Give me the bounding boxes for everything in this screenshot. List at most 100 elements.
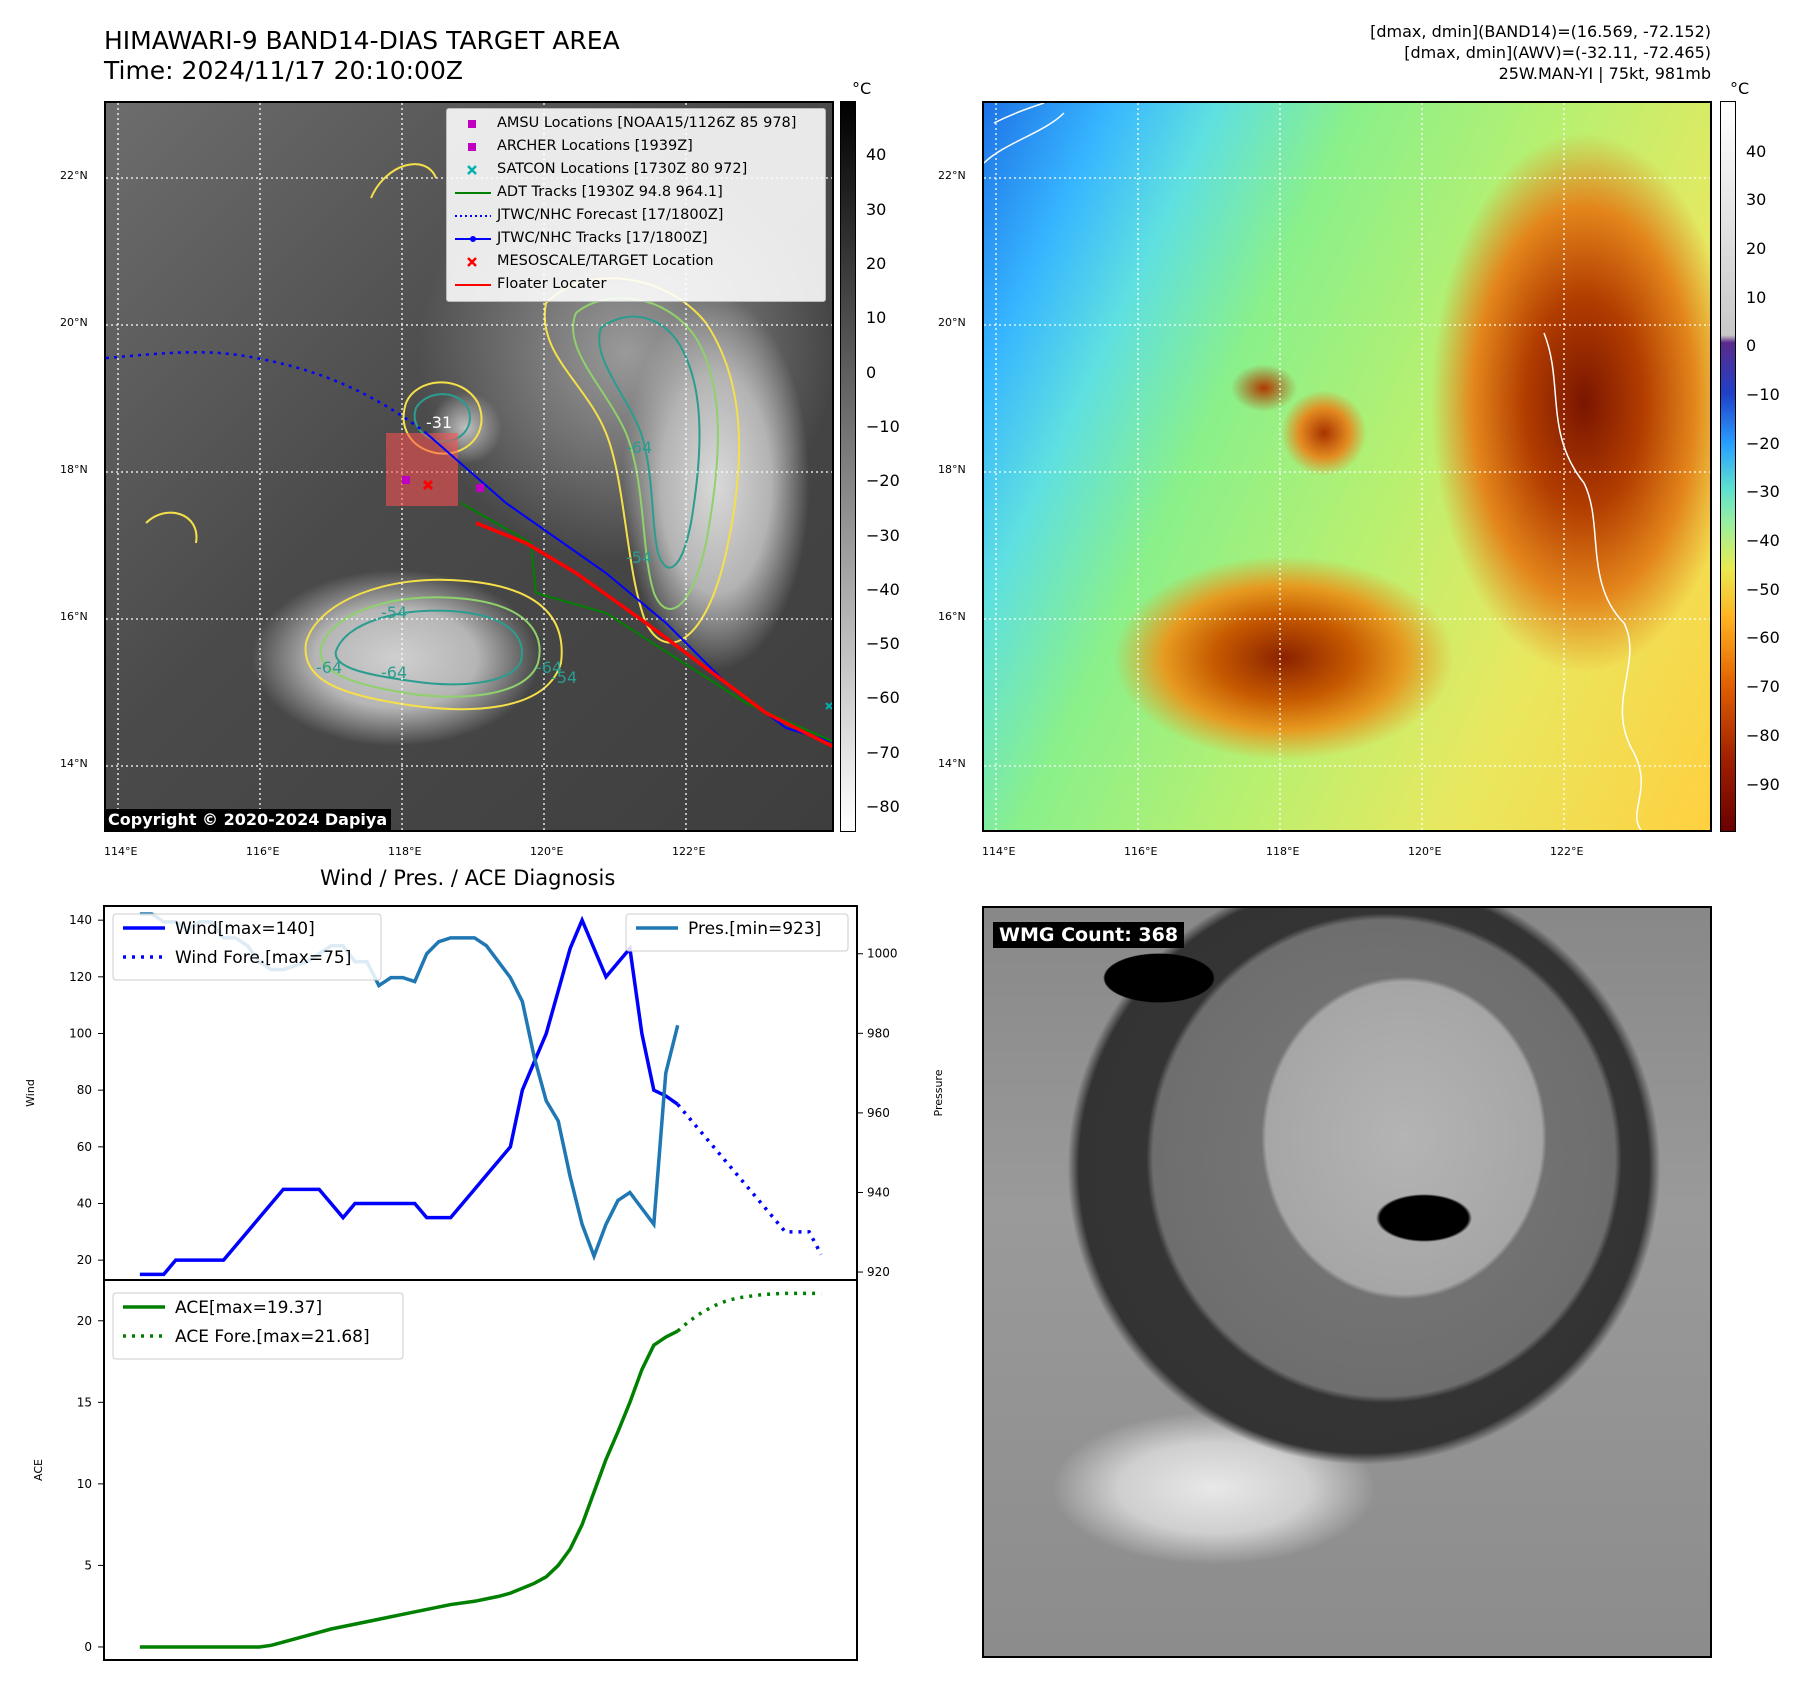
- pressure-y-tick: 1000: [867, 947, 898, 961]
- pressure-y-tick: 980: [867, 1026, 890, 1040]
- contour-label: -64: [626, 438, 652, 457]
- ace-y-tick: 5: [84, 1558, 92, 1572]
- ace-legend: [112, 1292, 404, 1360]
- legend-symbol: [455, 284, 491, 286]
- map-lat-tick: 22°N: [938, 169, 966, 182]
- map-lat-tick: 18°N: [60, 463, 88, 476]
- map-lon-tick: 116°E: [1124, 845, 1158, 858]
- wind-y-tick: 80: [77, 1083, 92, 1097]
- color-colorbar-tick: 20: [1746, 239, 1767, 258]
- contour-label: -64: [536, 658, 562, 677]
- target-marker: [422, 479, 434, 491]
- satcon-marker: [825, 702, 832, 710]
- contour-line: [413, 393, 471, 443]
- adt-track: [460, 502, 832, 743]
- legend-symbol: [468, 120, 476, 128]
- legend-item: JTWC/NHC Forecast [17/1800Z]: [447, 205, 825, 227]
- wind-series: [139, 915, 679, 1277]
- map-lon-tick: 118°E: [1266, 845, 1300, 858]
- legend-symbol: [455, 192, 491, 194]
- wmg-panel: [982, 906, 1712, 1658]
- ace-axis-label: ACE: [32, 1459, 45, 1481]
- wind-y-tick: 20: [77, 1253, 92, 1267]
- ir-colorbar-tick: −40: [866, 580, 900, 599]
- color-colorbar-tick: 10: [1746, 288, 1767, 307]
- storm-info: 25W.MAN-YI | 75kt, 981mb: [1498, 64, 1711, 83]
- legend-label: Floater Locater: [497, 276, 607, 292]
- map-lat-tick: 16°N: [60, 610, 88, 623]
- color-colorbar-tick: −20: [1746, 434, 1780, 453]
- wmg-count-label: WMG Count: 368: [993, 922, 1185, 948]
- legend-item: SATCON Locations [1730Z 80 972]: [447, 159, 825, 181]
- wind-y-tick: 60: [77, 1140, 92, 1154]
- legend-symbol: [455, 236, 491, 242]
- band14-range: [dmax, dmin](BAND14)=(16.569, -72.152): [1370, 22, 1711, 41]
- map-lat-tick: 20°N: [938, 316, 966, 329]
- contour-line: [304, 578, 563, 711]
- color-colorbar-tick: −10: [1746, 385, 1780, 404]
- floater-track: [475, 521, 832, 748]
- legend-item: ADT Tracks [1930Z 94.8 964.1]: [447, 182, 825, 204]
- map-lon-tick: 122°E: [672, 845, 706, 858]
- map-lat-tick: 18°N: [938, 463, 966, 476]
- ace-series: [139, 1329, 679, 1649]
- legend-item: ARCHER Locations [1939Z]: [447, 136, 825, 158]
- ir-colorbar-tick: 0: [866, 363, 877, 382]
- archer-marker: [476, 484, 484, 492]
- map-lon-tick: 118°E: [388, 845, 422, 858]
- color-colorbar-tick: −60: [1746, 628, 1780, 647]
- color-colorbar-tick: −50: [1746, 580, 1780, 599]
- contour-label: -54: [626, 548, 652, 567]
- legend-item: AMSU Locations [NOAA15/1126Z 85 978]: [447, 113, 825, 135]
- copyright-label: Copyright © 2020-2024 Dapiya: [104, 809, 392, 830]
- legend-symbol: [455, 215, 491, 217]
- legend-label: ARCHER Locations [1939Z]: [497, 138, 693, 154]
- contour-line: [572, 297, 719, 610]
- legend-label: JTWC/NHC Tracks [17/1800Z]: [497, 230, 708, 246]
- ace-y-tick: 15: [77, 1395, 92, 1409]
- wind-y-tick: 40: [77, 1197, 92, 1211]
- ir-colorbar-tick: −30: [866, 526, 900, 545]
- map-lat-tick: 14°N: [60, 757, 88, 770]
- legend-label: ACE[max=19.37]: [175, 1298, 322, 1318]
- color-colorbar-tick: −80: [1746, 726, 1780, 745]
- color-colorbar-tick: −90: [1746, 775, 1780, 794]
- contour-label: -54: [381, 603, 407, 622]
- ir-colorbar-tick: −20: [866, 471, 900, 490]
- legend-symbol: [467, 165, 477, 175]
- legend-label: AMSU Locations [NOAA15/1126Z 85 978]: [497, 115, 797, 131]
- legend-label: ADT Tracks [1930Z 94.8 964.1]: [497, 184, 723, 200]
- contour-label: -64: [381, 663, 407, 682]
- contour-line: [319, 596, 541, 698]
- amsu-marker: [402, 476, 410, 484]
- ir-colorbar-tick: −50: [866, 634, 900, 653]
- legend-item: JTWC/NHC Tracks [17/1800Z]: [447, 228, 825, 250]
- color-colorbar-tick: 0: [1746, 336, 1757, 355]
- color-colorbar-tick: −30: [1746, 482, 1780, 501]
- map-lat-tick: 16°N: [938, 610, 966, 623]
- contour-line: [334, 609, 523, 686]
- ir-colorbar-tick: −60: [866, 688, 900, 707]
- color-colorbar-tick: −40: [1746, 531, 1780, 550]
- map-legend: AMSU Locations [NOAA15/1126Z 85 978] ARCH…: [446, 108, 826, 302]
- wind-axis-label: Wind: [24, 1079, 37, 1107]
- ir-colorbar-tick: 40: [866, 145, 887, 164]
- contour-line: [145, 511, 198, 544]
- wind-y-tick: 120: [69, 970, 92, 984]
- awv-range: [dmax, dmin](AWV)=(-32.11, -72.465): [1404, 43, 1711, 62]
- map-lon-tick: 116°E: [246, 845, 280, 858]
- map-lon-tick: 114°E: [982, 845, 1016, 858]
- ace-y-tick: 20: [77, 1314, 92, 1328]
- color-colorbar-tick: 30: [1746, 190, 1767, 209]
- mesoscale-box: [386, 433, 458, 506]
- map-lon-tick: 114°E: [104, 845, 138, 858]
- color-colorbar-tick: −70: [1746, 677, 1780, 696]
- ir-colorbar-tick: 10: [866, 308, 887, 327]
- coastline: [984, 103, 1065, 164]
- figure-title: HIMAWARI-9 BAND14-DIAS TARGET AREA: [104, 26, 620, 55]
- legend-label: Wind[max=140]: [175, 919, 315, 939]
- ace-y-tick: 10: [77, 1477, 92, 1491]
- wind-y-tick: 100: [69, 1027, 92, 1041]
- ir-colorbar: [840, 101, 856, 832]
- color-colorbar-unit: °C: [1730, 79, 1750, 98]
